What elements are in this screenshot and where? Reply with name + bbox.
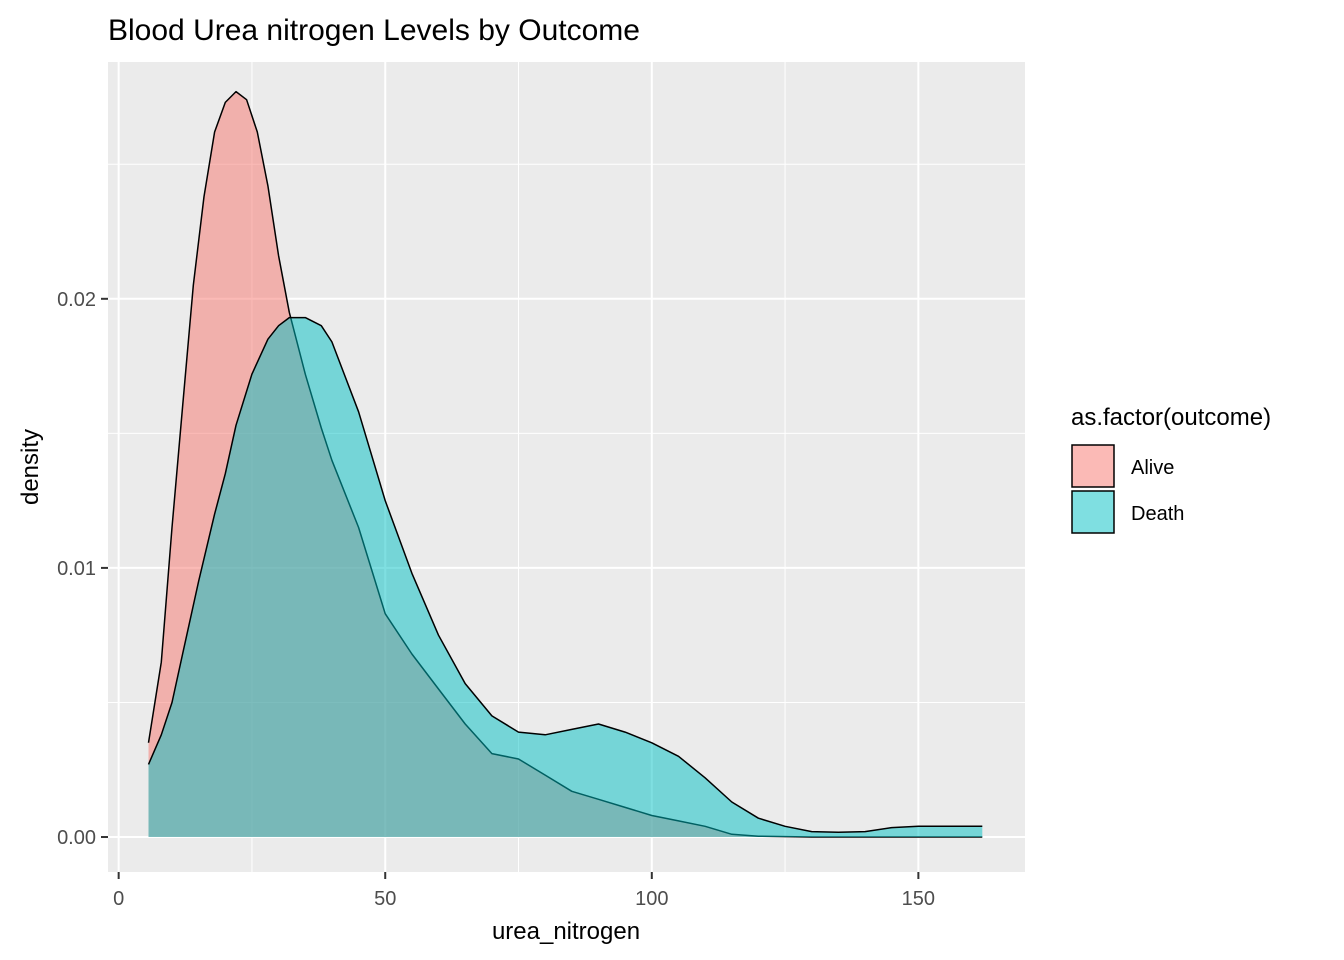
- x-tick-label: 0: [113, 888, 124, 910]
- legend-items: Alive Death: [1071, 444, 1184, 534]
- y-tick-label: 0.00: [57, 827, 96, 849]
- x-tick-label: 100: [635, 888, 668, 910]
- plot-title: Blood Urea nitrogen Levels by Outcome: [108, 14, 640, 47]
- legend-label-alive: Alive: [1131, 457, 1174, 479]
- density-area-death: [148, 317, 983, 838]
- legend: as.factor(outcome) Alive Death: [1071, 404, 1271, 534]
- legend-title: as.factor(outcome): [1071, 404, 1271, 431]
- legend-key-death: [1071, 490, 1115, 534]
- y-tick-label: 0.02: [57, 289, 96, 311]
- x-axis: 0 50 100 150: [113, 872, 935, 910]
- y-axis: 0.00 0.01 0.02: [57, 289, 108, 849]
- density-line-death: [147, 316, 983, 833]
- y-tick-label: 0.01: [57, 558, 96, 580]
- density-areas: [147, 90, 983, 838]
- x-tick-label: 150: [902, 888, 935, 910]
- y-axis-title: density: [17, 429, 44, 505]
- x-tick-label: 50: [374, 888, 396, 910]
- x-axis-title: urea_nitrogen: [492, 918, 640, 945]
- legend-label-death: Death: [1131, 503, 1184, 525]
- legend-key-alive: [1071, 444, 1115, 488]
